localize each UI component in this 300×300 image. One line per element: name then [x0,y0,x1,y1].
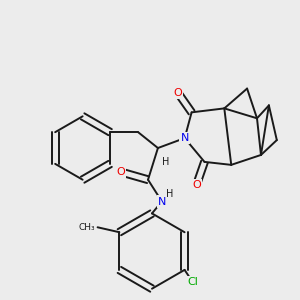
Text: N: N [158,196,166,206]
Text: N: N [181,133,189,143]
Text: H: H [166,189,173,199]
Text: O: O [192,180,201,190]
Text: H: H [162,157,169,167]
Text: CH₃: CH₃ [79,223,96,232]
Text: O: O [116,167,125,177]
Text: Cl: Cl [187,277,198,287]
Text: O: O [173,88,182,98]
